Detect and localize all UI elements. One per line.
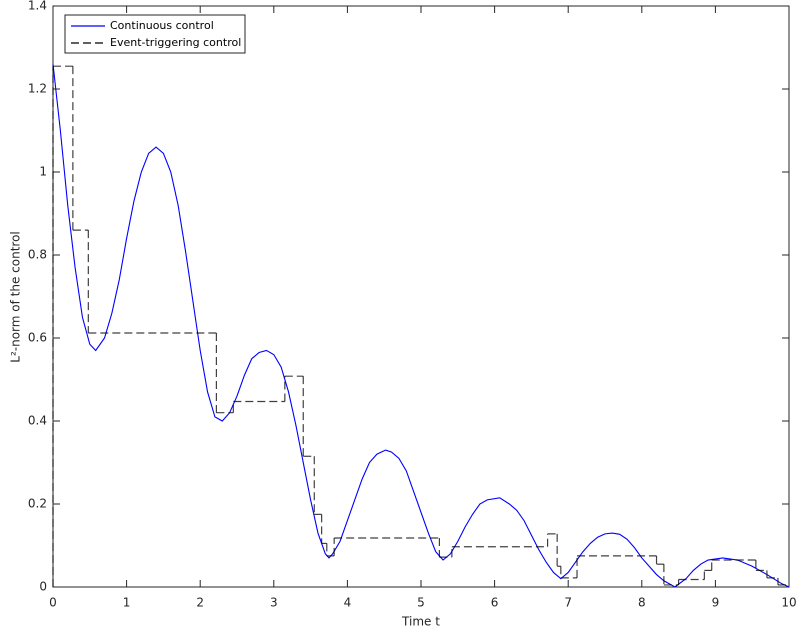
x-tick-label: 0	[49, 596, 57, 610]
y-tick-label: 0.4	[28, 414, 47, 428]
x-tick-label: 4	[344, 596, 352, 610]
y-axis-label: L²-norm of the control	[9, 231, 23, 362]
x-tick-label: 6	[491, 596, 499, 610]
y-tick-label: 1	[39, 165, 47, 179]
x-axis-label: Time t	[401, 615, 440, 629]
y-tick-label: 1.4	[28, 0, 47, 13]
y-tick-label: 1.2	[28, 82, 47, 96]
x-tick-label: 8	[638, 596, 646, 610]
line-series	[52, 64, 790, 588]
legend-label: Continuous control	[110, 19, 214, 32]
x-tick-label: 1	[123, 596, 131, 610]
legend: Continuous control Event-triggering contr…	[64, 14, 246, 54]
y-tick-label: 0.2	[28, 497, 47, 511]
legend-box	[64, 14, 246, 54]
y-tick-label: 0	[39, 580, 47, 594]
legend-label: Event-triggering control	[110, 36, 241, 49]
x-tick-label: 10	[781, 596, 796, 610]
y-tick-label: 0.8	[28, 248, 47, 262]
y-tick-label: 0.6	[28, 331, 47, 345]
plot-area	[52, 5, 790, 588]
x-tick-label: 3	[270, 596, 278, 610]
x-tick-label: 7	[564, 596, 572, 610]
x-tick-label: 9	[712, 596, 720, 610]
x-tick-label: 2	[196, 596, 204, 610]
x-tick-label: 5	[417, 596, 425, 610]
